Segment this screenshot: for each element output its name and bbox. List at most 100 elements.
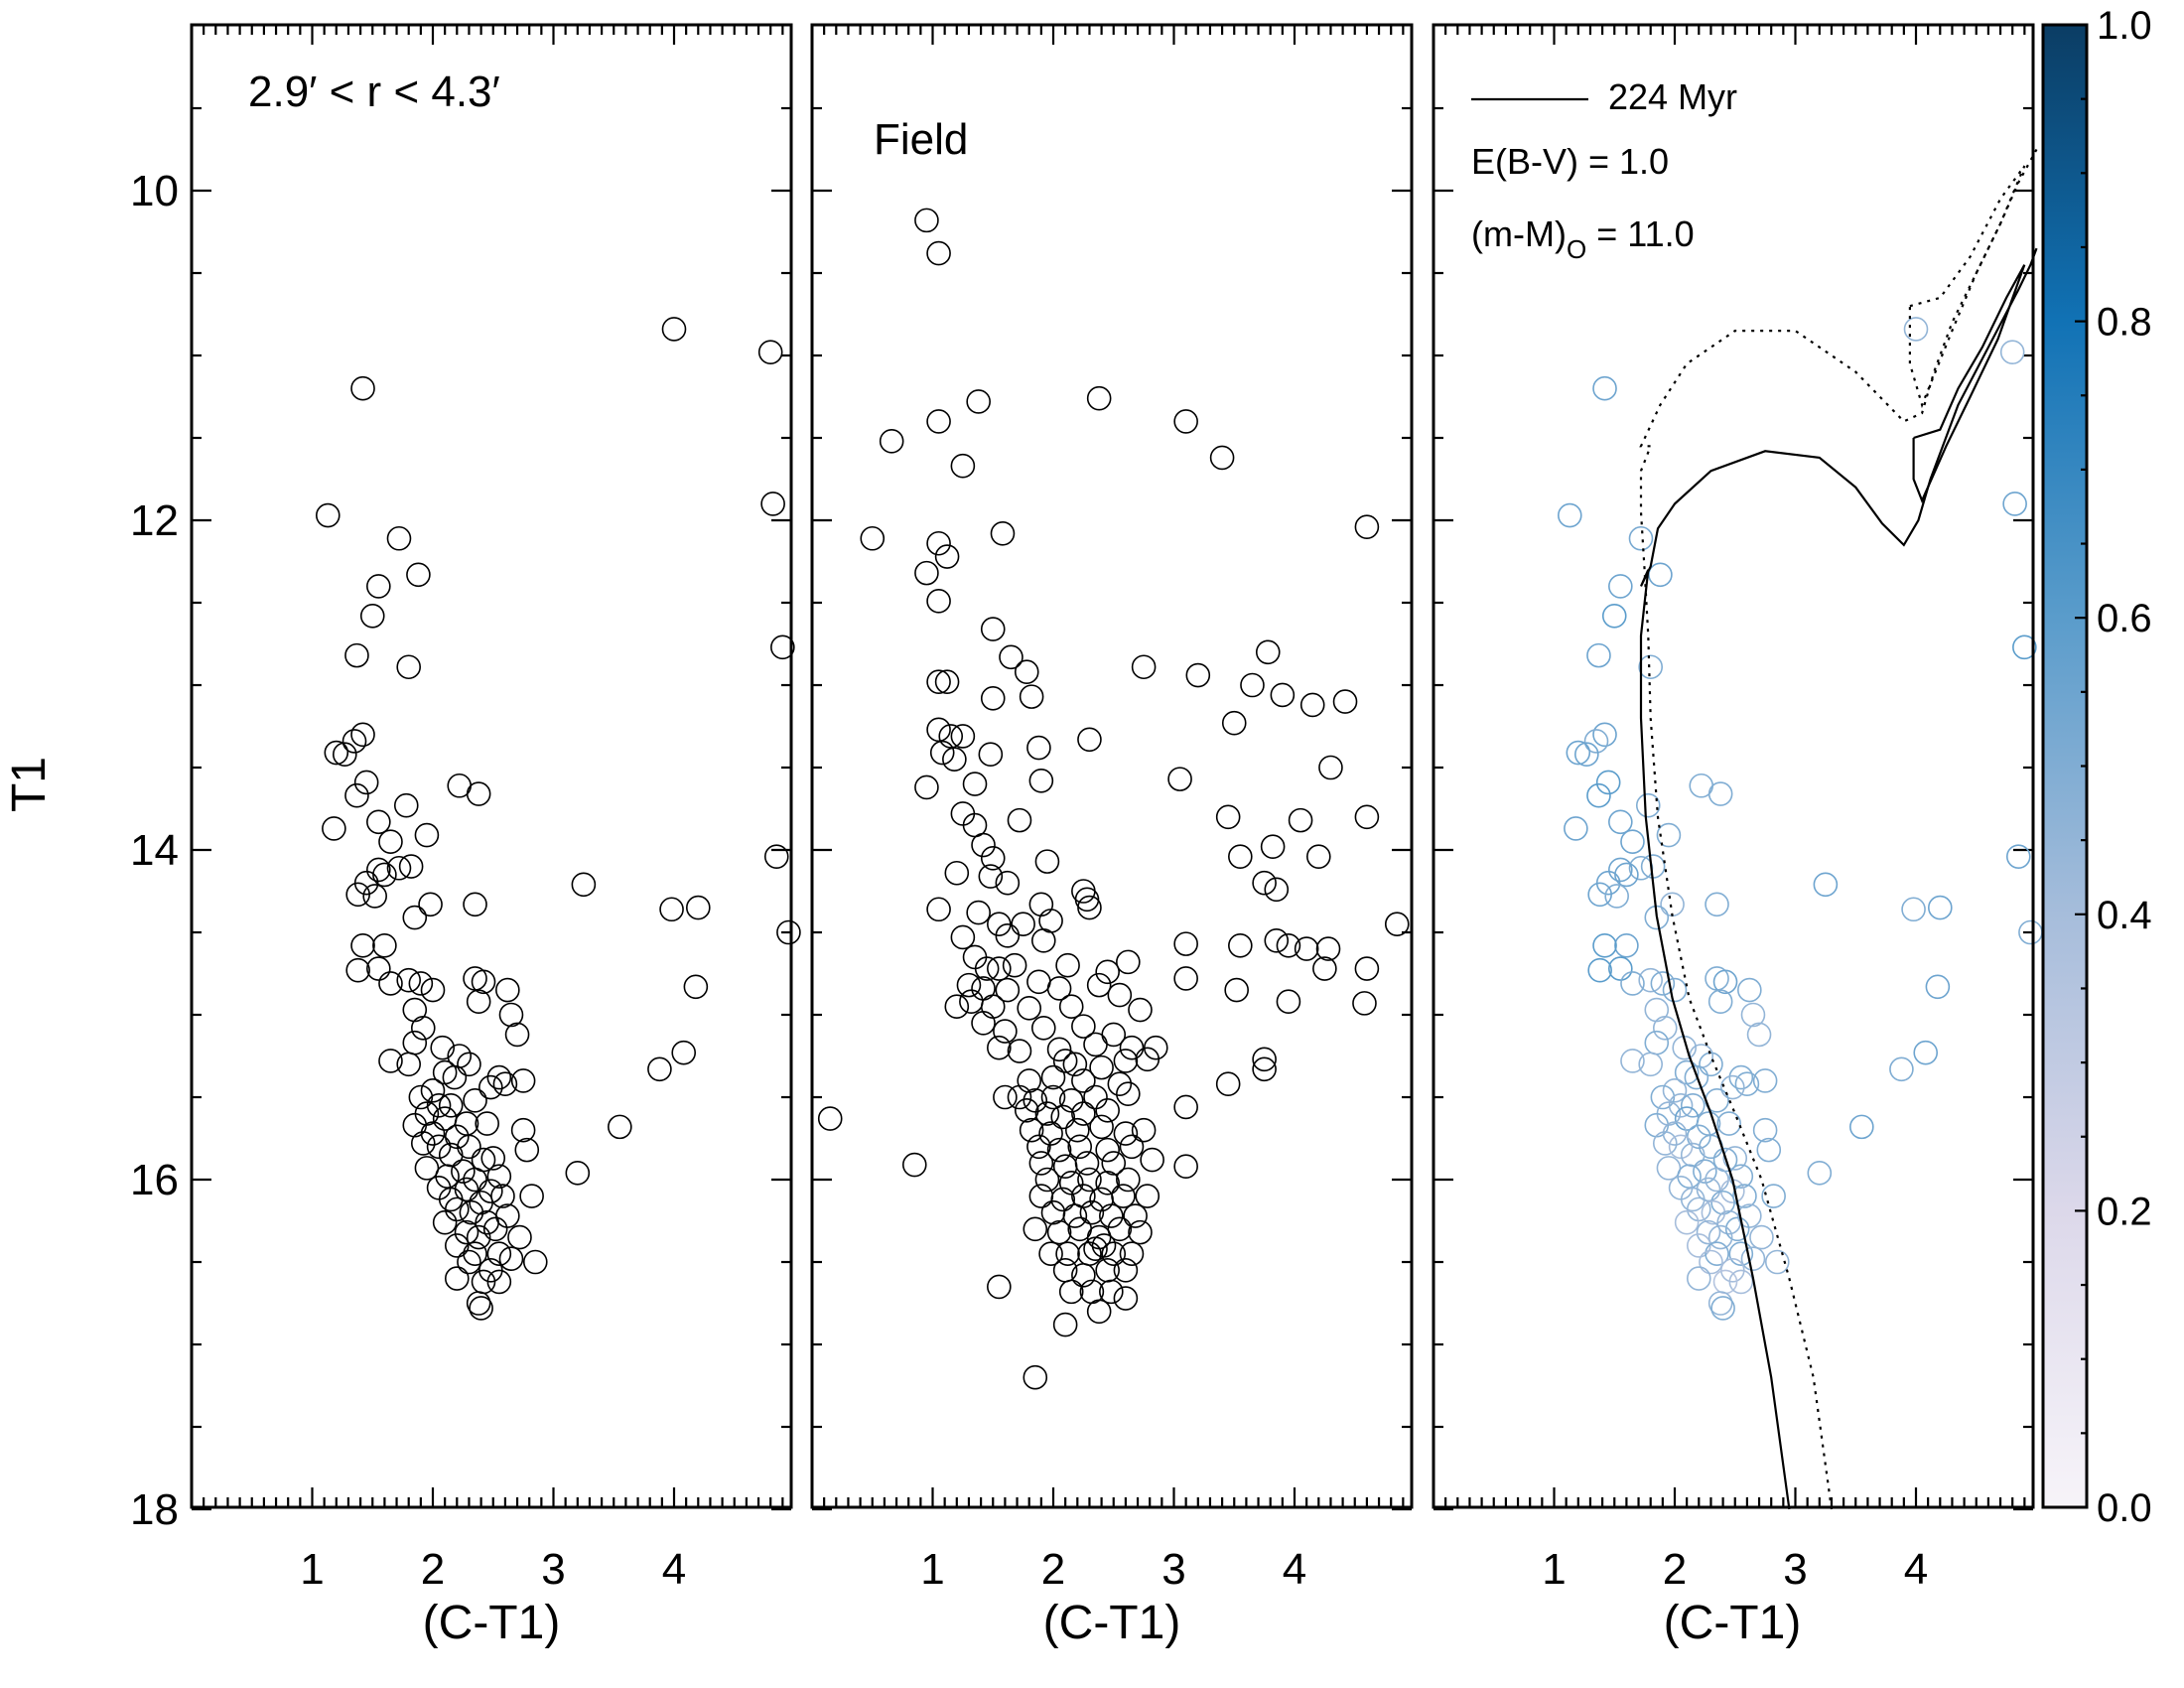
data-point (1077, 1167, 1102, 1193)
panel-1-frame (190, 23, 793, 1509)
data-point (1077, 1241, 1102, 1266)
data-point (444, 1266, 470, 1291)
data-point (995, 923, 1021, 948)
data-point (1095, 959, 1120, 985)
data-point (414, 822, 440, 848)
data-point (971, 1011, 996, 1036)
data-point (901, 1152, 927, 1178)
data-point (1306, 844, 1331, 869)
x-tick-label: 2 (1041, 1545, 1065, 1594)
data-point (1707, 1224, 1733, 1250)
data-point (1566, 740, 1591, 766)
data-point (1050, 1187, 1076, 1212)
data-point (345, 882, 370, 908)
data-point (378, 1049, 403, 1073)
x-tick-label: 1 (1542, 1545, 1566, 1594)
colorbar-tick-label: 0.4 (2097, 894, 2152, 937)
data-point (495, 1203, 520, 1228)
data-point (1173, 966, 1198, 991)
data-point (1608, 857, 1633, 883)
data-point (463, 1241, 487, 1266)
data-point (950, 924, 976, 950)
data-point (1595, 770, 1621, 795)
data-point (1089, 1114, 1114, 1140)
data-point (341, 729, 367, 754)
data-point (1903, 317, 1929, 342)
data-point (2012, 634, 2037, 660)
data-point (402, 997, 428, 1023)
data-point (1034, 1167, 1060, 1193)
data-point (1131, 1117, 1157, 1143)
data-point (770, 634, 795, 660)
data-point (1185, 662, 1211, 688)
data-point (1601, 603, 1627, 629)
x-tick-label: 2 (421, 1545, 445, 1594)
data-point (344, 642, 369, 668)
data-point (987, 1274, 1012, 1300)
data-point (1699, 1249, 1723, 1275)
data-point (1608, 956, 1633, 981)
data-point (1026, 1134, 1051, 1160)
data-point (1752, 1117, 1778, 1143)
data-point (466, 781, 491, 806)
data-point (463, 1167, 487, 1193)
data-point (1065, 1117, 1090, 1143)
data-point (386, 855, 412, 881)
data-point (475, 1209, 499, 1235)
data-point (1587, 957, 1612, 983)
data-point (2005, 844, 2031, 869)
data-point (926, 240, 951, 266)
data-point (1140, 1147, 1164, 1173)
panel-2-points (817, 208, 1410, 1390)
y-tick-label: 16 (130, 1156, 179, 1204)
data-point (1113, 1121, 1139, 1146)
data-point (345, 957, 370, 983)
data-point (1734, 1071, 1760, 1097)
data-point (1113, 1286, 1139, 1311)
panel-1-x-axis-label: (C-T1) (423, 1597, 561, 1649)
data-point (1046, 976, 1072, 1001)
data-point (1077, 895, 1102, 920)
panel-3-points (1557, 317, 2043, 1321)
data-point (350, 932, 375, 958)
data-point (1089, 1055, 1114, 1080)
data-point (1052, 1049, 1078, 1073)
data-point (486, 1164, 512, 1189)
data-point (926, 589, 951, 614)
data-point (1128, 1219, 1153, 1245)
data-point (1086, 1299, 1112, 1325)
data-point (980, 617, 1006, 641)
data-point (944, 994, 970, 1020)
data-point (1017, 996, 1041, 1021)
data-point (760, 492, 785, 516)
data-point (420, 977, 446, 1003)
data-point (1077, 727, 1102, 753)
data-point (1135, 1047, 1160, 1072)
legend-reddening: E(B-V) = 1.0 (1471, 141, 1669, 182)
data-point (950, 724, 976, 749)
data-point (1019, 1117, 1044, 1143)
data-point (1026, 735, 1051, 761)
data-point (995, 870, 1021, 896)
data-point (480, 1146, 506, 1171)
y-tick-label: 18 (130, 1485, 179, 1534)
data-point (934, 669, 960, 694)
data-point (498, 1246, 524, 1271)
x-tick-label: 3 (1783, 1545, 1807, 1594)
data-point (1215, 1071, 1241, 1097)
data-point (492, 1071, 518, 1097)
x-tick-label: 4 (662, 1545, 686, 1594)
colorbar-gradient (2041, 23, 2089, 1509)
isochrone-dotted-loop (1908, 165, 2026, 409)
data-point (1095, 1171, 1120, 1196)
data-point (1023, 1364, 1048, 1390)
data-point (1131, 654, 1157, 680)
colorbar-ticks: 0.0 0.2 0.4 0.6 0.8 1.0 (2075, 4, 2152, 1530)
data-point (1276, 989, 1301, 1015)
data-point (402, 1112, 428, 1138)
data-point (1925, 974, 1951, 1000)
data-point (1028, 1151, 1054, 1176)
data-point (1740, 1246, 1766, 1271)
data-point (1062, 1203, 1088, 1228)
data-point (414, 1156, 440, 1181)
